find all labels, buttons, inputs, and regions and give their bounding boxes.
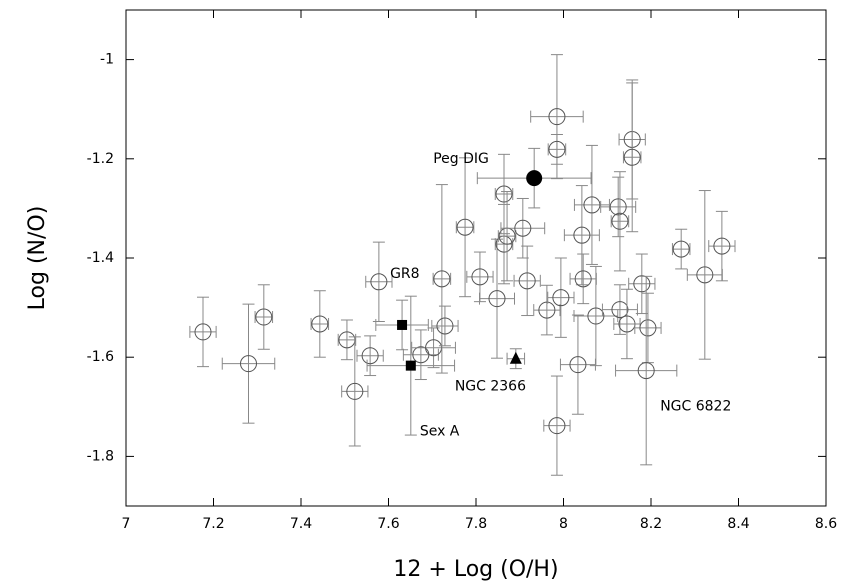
point [456, 218, 474, 236]
point [495, 185, 513, 203]
point [518, 272, 536, 290]
point [633, 275, 651, 293]
y-tick-label: -1.2 [87, 151, 114, 167]
point-label: NGC 6822 [660, 399, 731, 415]
point [574, 270, 592, 288]
y-tick-label: -1.6 [87, 349, 114, 365]
point [573, 226, 591, 244]
point [509, 351, 522, 364]
y-axis-label: Log (N/O) [25, 206, 50, 311]
point [514, 219, 532, 237]
point [526, 170, 543, 187]
point [433, 270, 451, 288]
point [370, 273, 388, 291]
point [397, 319, 408, 330]
point [583, 196, 601, 214]
point [311, 315, 329, 333]
point [672, 240, 690, 258]
point [361, 347, 379, 365]
x-tick-label: 7.8 [465, 516, 487, 532]
point [609, 198, 627, 216]
point [548, 108, 566, 126]
point [569, 356, 587, 374]
point [587, 307, 605, 325]
point [346, 382, 364, 400]
point [405, 360, 416, 371]
point [637, 362, 655, 380]
point-label: Sex A [420, 424, 460, 440]
y-tick-label: -1.8 [87, 448, 114, 464]
x-tick-label: 7.2 [202, 516, 224, 532]
point [538, 301, 556, 319]
x-axis-label: 12 + Log (O/H) [393, 557, 558, 582]
point [696, 266, 714, 284]
point-label: Peg DIG [433, 151, 489, 167]
point [436, 317, 454, 335]
point [488, 290, 506, 308]
x-tick-label: 8.4 [727, 516, 749, 532]
x-tick-label: 7 [122, 516, 131, 532]
point [552, 289, 570, 307]
point [471, 268, 489, 286]
y-tick-label: -1 [100, 52, 114, 68]
point [611, 301, 629, 319]
point [713, 237, 731, 255]
point-label: NGC 2366 [455, 379, 526, 395]
point [611, 212, 629, 230]
x-tick-label: 7.4 [290, 516, 312, 532]
x-tick-label: 7.6 [377, 516, 399, 532]
x-tick-label: 8 [559, 516, 568, 532]
plot-frame [125, 9, 827, 507]
point [240, 355, 257, 373]
point [623, 148, 641, 166]
x-tick-label: 8.2 [640, 516, 662, 532]
point-label: GR8 [390, 266, 419, 282]
point [255, 308, 273, 326]
point [639, 319, 657, 337]
point [548, 417, 566, 435]
point [548, 140, 566, 158]
x-tick-label: 8.6 [815, 516, 837, 532]
y-tick-label: -1.4 [87, 250, 114, 266]
point [194, 323, 212, 341]
